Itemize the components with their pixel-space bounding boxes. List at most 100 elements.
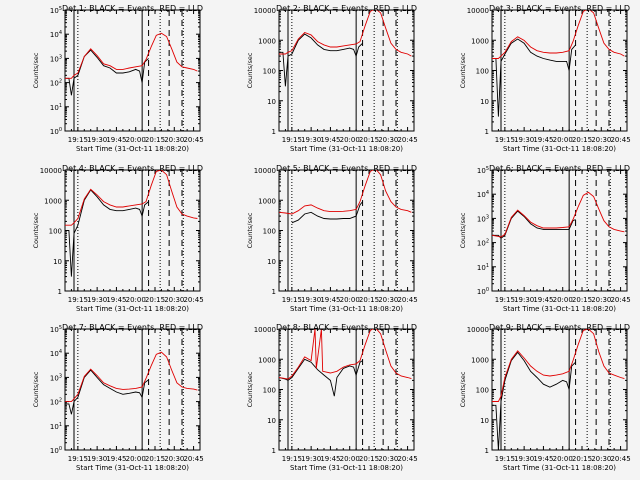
x-tick-label: 20:15 xyxy=(145,136,165,144)
x-tick-label: 19:15 xyxy=(495,296,515,304)
y-tick-label: 104 xyxy=(50,30,62,39)
y-axis-label: Counts/sec xyxy=(246,52,254,88)
x-tick-label: 20:45 xyxy=(183,455,203,463)
x-tick-label: 20:15 xyxy=(572,296,592,304)
x-axis-label: Start Time (31-Oct-11 18:08:20) xyxy=(76,305,189,313)
series-line-events xyxy=(65,49,149,96)
y-tick-label: 100 xyxy=(477,287,489,296)
plot-frame xyxy=(64,169,201,292)
y-tick-label: 1000 xyxy=(471,37,489,45)
series-line-events xyxy=(492,38,576,117)
x-axis-label: Start Time (31-Oct-11 18:08:20) xyxy=(76,464,189,472)
x-tick-label: 20:00 xyxy=(553,296,573,304)
y-axis-label: Counts/sec xyxy=(246,212,254,248)
y-axis-label: Counts/sec xyxy=(32,371,40,407)
series-line-lld xyxy=(279,170,412,215)
plot-frame xyxy=(64,9,201,132)
y-tick-label: 10000 xyxy=(467,326,489,334)
x-tick-label: 19:45 xyxy=(106,455,126,463)
x-tick-label: 20:15 xyxy=(359,136,379,144)
series-line-lld xyxy=(65,351,198,403)
x-tick-label: 19:15 xyxy=(282,455,302,463)
series-line-events xyxy=(65,369,149,415)
y-tick-label: 100 xyxy=(476,387,489,395)
x-axis-label: Start Time (31-Oct-11 18:08:20) xyxy=(76,145,189,153)
x-tick-label: 20:15 xyxy=(572,455,592,463)
y-tick-label: 101 xyxy=(477,263,489,272)
y-tick-label: 100 xyxy=(263,68,276,76)
x-axis-label: Start Time (31-Oct-11 18:08:20) xyxy=(503,464,616,472)
y-tick-label: 100 xyxy=(263,228,276,236)
y-tick-label: 102 xyxy=(50,398,62,407)
x-tick-label: 20:00 xyxy=(340,455,360,463)
plot-title: Det 3: BLACK = Events, RED = LLD xyxy=(489,4,630,13)
y-tick-label: 1000 xyxy=(471,356,489,364)
x-tick-label: 20:30 xyxy=(378,455,398,463)
y-tick-label: 10 xyxy=(267,258,276,266)
y-tick-label: 105 xyxy=(50,325,62,334)
x-tick-label: 19:30 xyxy=(301,296,321,304)
x-tick-label: 20:45 xyxy=(397,455,417,463)
x-tick-label: 19:15 xyxy=(68,136,88,144)
y-tick-label: 103 xyxy=(50,54,62,63)
x-tick-label: 19:30 xyxy=(514,296,534,304)
x-tick-label: 19:45 xyxy=(320,455,340,463)
x-tick-label: 20:00 xyxy=(126,136,146,144)
y-tick-label: 10000 xyxy=(40,167,62,175)
x-tick-label: 20:30 xyxy=(164,136,184,144)
x-tick-label: 20:30 xyxy=(591,296,611,304)
series-line-events xyxy=(492,210,576,239)
x-axis-label: Start Time (31-Oct-11 18:08:20) xyxy=(290,305,403,313)
x-tick-label: 20:00 xyxy=(340,296,360,304)
y-tick-label: 104 xyxy=(477,190,489,199)
y-tick-label: 101 xyxy=(50,103,62,112)
x-tick-label: 20:45 xyxy=(610,296,630,304)
y-tick-label: 100 xyxy=(476,68,489,76)
series-line-events xyxy=(279,33,363,87)
x-tick-label: 20:15 xyxy=(572,136,592,144)
series-line-lld xyxy=(65,32,198,79)
plot-title: Det 1: BLACK = Events, RED = LLD xyxy=(62,4,203,13)
y-tick-label: 1 xyxy=(272,288,276,296)
plot-title: Det 9: BLACK = Events, RED = LLD xyxy=(489,323,630,332)
y-tick-label: 1 xyxy=(272,447,276,455)
x-tick-label: 19:15 xyxy=(68,455,88,463)
x-tick-label: 19:45 xyxy=(533,136,553,144)
y-tick-label: 1000 xyxy=(258,197,276,205)
x-tick-label: 19:15 xyxy=(495,455,515,463)
x-axis-label: Start Time (31-Oct-11 18:08:20) xyxy=(290,464,403,472)
x-tick-label: 19:45 xyxy=(106,136,126,144)
detector-plot-4: 1 10 100 1000 10000 19:15 19:30 19:45 20:00 20:15… xyxy=(32,164,204,313)
x-tick-label: 20:30 xyxy=(378,136,398,144)
series-line-events xyxy=(279,358,363,397)
plot-frame xyxy=(64,328,201,451)
x-tick-label: 20:00 xyxy=(553,455,573,463)
x-tick-label: 20:30 xyxy=(591,136,611,144)
series-line-lld xyxy=(279,329,412,380)
y-tick-label: 100 xyxy=(50,446,62,455)
x-tick-label: 19:45 xyxy=(320,136,340,144)
x-tick-label: 19:45 xyxy=(106,296,126,304)
detector-plot-9: 1 10 100 1000 10000 19:15 19:30 19:45 20:00 20:15… xyxy=(459,323,631,472)
y-tick-label: 101 xyxy=(50,422,62,431)
y-tick-label: 10 xyxy=(267,417,276,425)
series-line-events xyxy=(65,189,149,277)
x-axis-label: Start Time (31-Oct-11 18:08:20) xyxy=(503,305,616,313)
series-group xyxy=(65,170,198,277)
x-tick-label: 20:00 xyxy=(126,455,146,463)
series-line-lld xyxy=(492,191,625,238)
y-tick-label: 1 xyxy=(485,447,489,455)
x-tick-label: 20:30 xyxy=(164,455,184,463)
y-tick-label: 1000 xyxy=(258,37,276,45)
x-tick-label: 19:30 xyxy=(514,455,534,463)
series-line-events xyxy=(291,201,363,224)
detector-plot-3: 1 10 100 1000 10000 19:15 19:30 19:45 20:00 20:15… xyxy=(459,4,631,153)
y-tick-label: 1000 xyxy=(258,356,276,364)
y-tick-label: 1 xyxy=(485,128,489,136)
series-line-lld xyxy=(492,10,625,59)
y-tick-label: 10 xyxy=(267,98,276,106)
series-line-lld xyxy=(492,329,625,402)
detector-plot-8: 1 10 100 1000 10000 19:15 19:30 19:45 20:00 20:15… xyxy=(246,323,418,472)
